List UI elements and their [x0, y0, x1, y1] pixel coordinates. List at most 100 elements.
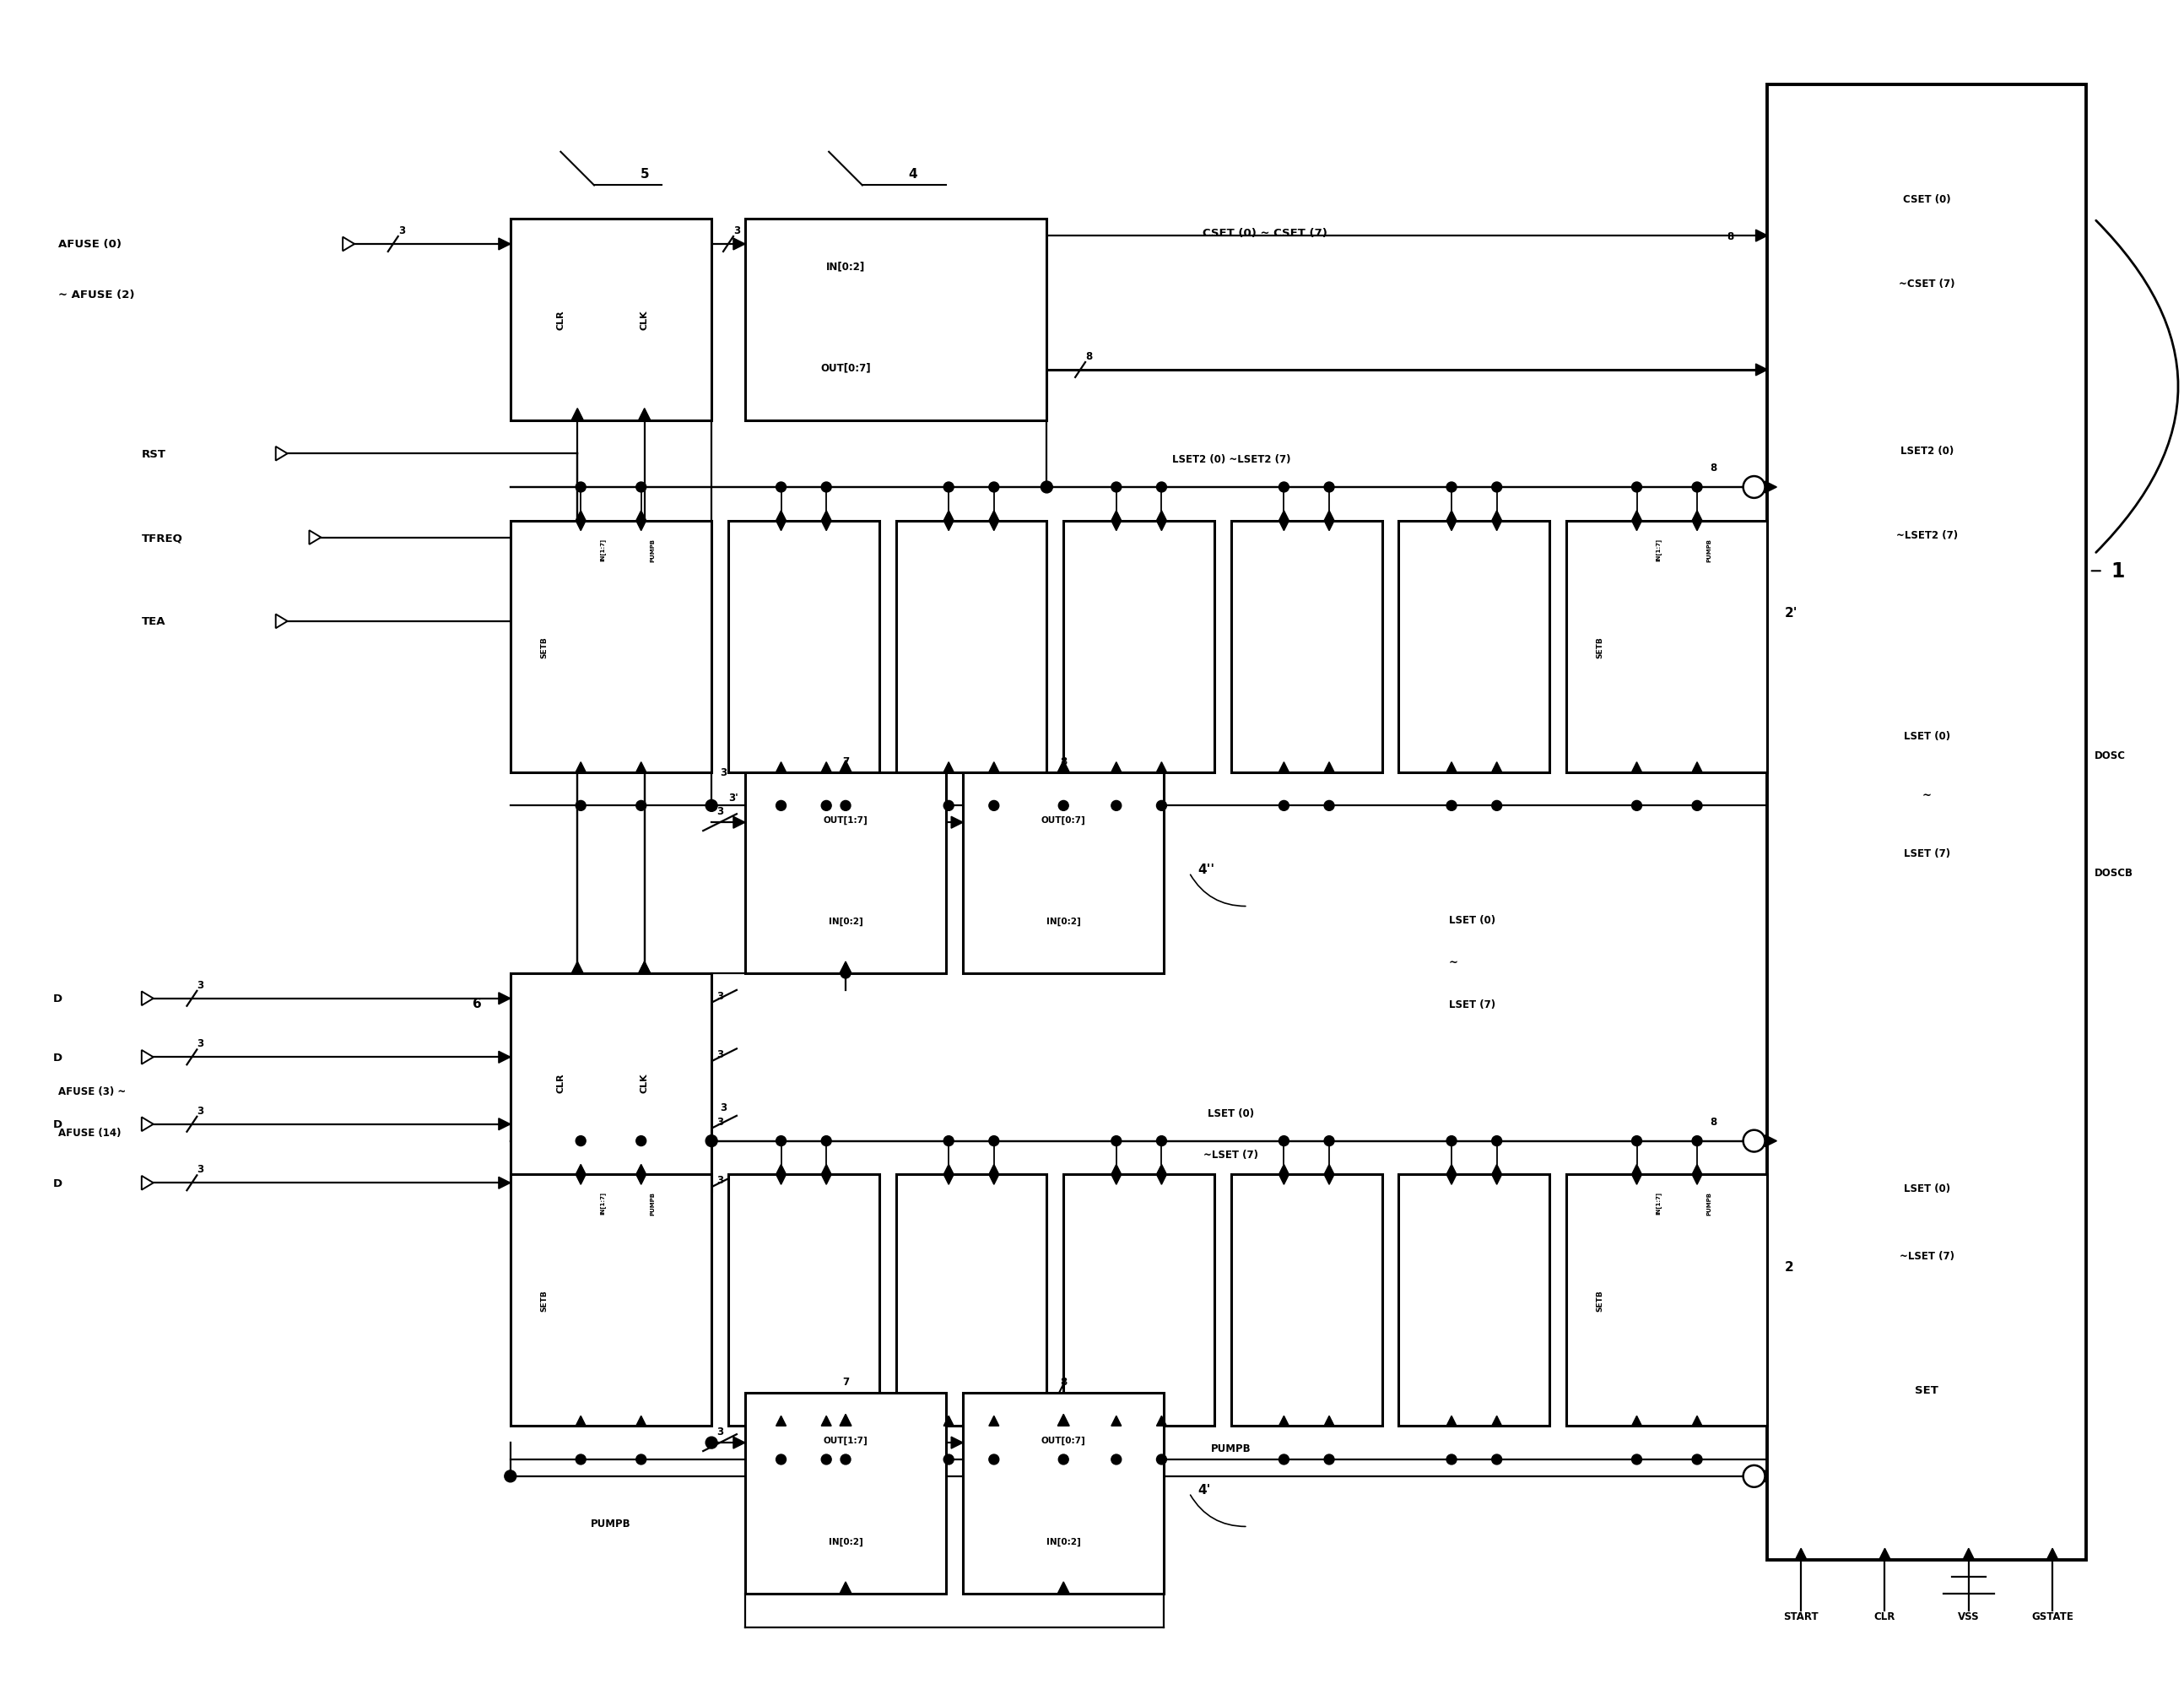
Bar — [1767, 85, 2086, 1561]
Polygon shape — [498, 993, 511, 1005]
Text: PUMPB: PUMPB — [651, 537, 655, 561]
Text: IN[0:2]: IN[0:2] — [828, 1537, 863, 1545]
Polygon shape — [1324, 762, 1334, 772]
Circle shape — [1492, 1455, 1503, 1465]
Circle shape — [636, 1136, 646, 1146]
Polygon shape — [1158, 1175, 1166, 1185]
Polygon shape — [577, 1164, 585, 1175]
Polygon shape — [577, 1175, 585, 1185]
Polygon shape — [636, 762, 646, 772]
Circle shape — [636, 801, 646, 811]
Text: ~ AFUSE (2): ~ AFUSE (2) — [57, 289, 133, 301]
Bar — [1232, 1175, 1382, 1426]
Circle shape — [1446, 1455, 1457, 1465]
Bar — [727, 522, 880, 772]
Polygon shape — [989, 1416, 998, 1426]
Circle shape — [705, 1136, 716, 1148]
Polygon shape — [142, 1051, 153, 1064]
Circle shape — [1042, 481, 1053, 493]
Text: LSET (7): LSET (7) — [1904, 848, 1950, 858]
Bar — [745, 772, 946, 974]
Bar — [1064, 522, 1214, 772]
Circle shape — [1631, 1455, 1642, 1465]
Circle shape — [1631, 483, 1642, 493]
Text: IN[1:7]: IN[1:7] — [601, 1192, 605, 1214]
Circle shape — [1492, 801, 1503, 811]
Circle shape — [1112, 801, 1120, 811]
Polygon shape — [943, 522, 954, 530]
Polygon shape — [952, 818, 963, 828]
Polygon shape — [1492, 512, 1503, 522]
Text: CLR: CLR — [557, 1073, 566, 1093]
Circle shape — [775, 801, 786, 811]
Text: D: D — [52, 1052, 63, 1062]
Polygon shape — [1112, 512, 1120, 522]
Circle shape — [775, 1136, 786, 1146]
Circle shape — [1158, 1136, 1166, 1146]
Polygon shape — [734, 818, 745, 828]
Text: IN[0:2]: IN[0:2] — [1046, 1537, 1081, 1545]
Polygon shape — [821, 1416, 832, 1426]
Polygon shape — [821, 512, 832, 522]
Bar — [1566, 522, 1767, 772]
Text: PUMPB: PUMPB — [1706, 1192, 1712, 1215]
Text: LSET (0): LSET (0) — [1904, 731, 1950, 741]
Bar — [1064, 1175, 1214, 1426]
Text: 3: 3 — [197, 979, 203, 991]
Text: 2': 2' — [1784, 607, 1797, 619]
Circle shape — [841, 801, 850, 811]
Text: 3: 3 — [397, 226, 404, 236]
Polygon shape — [1492, 522, 1503, 530]
Bar — [963, 1392, 1164, 1593]
Text: AFUSE (3) ~: AFUSE (3) ~ — [57, 1085, 124, 1096]
Text: OUT[0:7]: OUT[0:7] — [1042, 816, 1085, 824]
Text: 1: 1 — [2112, 561, 2125, 581]
Circle shape — [1324, 801, 1334, 811]
Text: SET: SET — [1915, 1384, 1939, 1396]
Circle shape — [705, 801, 716, 813]
Polygon shape — [1324, 1416, 1334, 1426]
Circle shape — [1324, 1455, 1334, 1465]
Polygon shape — [943, 1416, 954, 1426]
Polygon shape — [775, 1175, 786, 1185]
Text: 8: 8 — [1710, 462, 1717, 473]
Polygon shape — [636, 1416, 646, 1426]
Text: 3: 3 — [716, 1426, 723, 1436]
Text: 3: 3 — [734, 226, 740, 236]
Polygon shape — [839, 962, 852, 974]
Polygon shape — [1280, 512, 1289, 522]
Polygon shape — [142, 1117, 153, 1132]
Polygon shape — [1765, 1136, 1778, 1148]
Polygon shape — [636, 1164, 646, 1175]
Polygon shape — [142, 1176, 153, 1190]
Bar — [511, 219, 712, 420]
Text: CSET (0): CSET (0) — [1902, 194, 1950, 206]
Circle shape — [1446, 1136, 1457, 1146]
Polygon shape — [498, 238, 511, 250]
Polygon shape — [498, 1176, 511, 1188]
Polygon shape — [498, 1052, 511, 1062]
Bar — [745, 219, 1046, 420]
Polygon shape — [636, 522, 646, 530]
Circle shape — [1059, 801, 1068, 811]
Bar — [895, 1175, 1046, 1426]
Polygon shape — [1492, 762, 1503, 772]
Circle shape — [1492, 1136, 1503, 1146]
Polygon shape — [989, 762, 998, 772]
Text: DOSC: DOSC — [2094, 750, 2125, 762]
Polygon shape — [1112, 1164, 1120, 1175]
Text: OUT[1:7]: OUT[1:7] — [823, 1436, 867, 1445]
Text: VSS: VSS — [1957, 1610, 1979, 1622]
Polygon shape — [577, 1416, 585, 1426]
Text: 7: 7 — [843, 756, 850, 767]
Text: 6: 6 — [472, 996, 480, 1010]
Polygon shape — [1754, 1470, 1765, 1482]
Bar — [511, 974, 712, 1192]
Text: 8: 8 — [1059, 1375, 1068, 1387]
Text: IN[1:7]: IN[1:7] — [601, 537, 605, 561]
Polygon shape — [1324, 512, 1334, 522]
Text: 8: 8 — [1710, 1115, 1717, 1127]
Circle shape — [1112, 1136, 1120, 1146]
Polygon shape — [1693, 522, 1701, 530]
Circle shape — [841, 1455, 850, 1465]
